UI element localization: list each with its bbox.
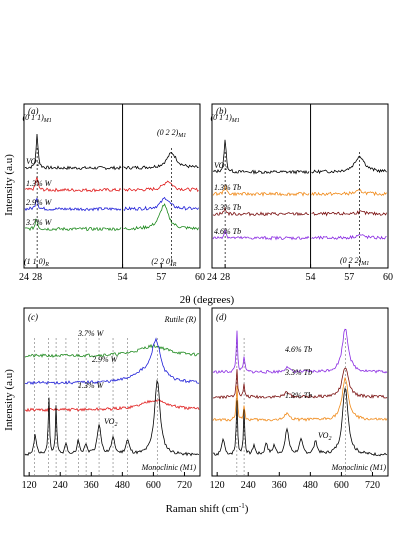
xrd-series-line [212, 139, 387, 175]
series-label: 1.3% W [78, 381, 105, 390]
x-tick-label: 120 [22, 480, 37, 491]
xrd-series-line [24, 176, 199, 193]
x-tick-label: 240 [241, 480, 256, 491]
x-tick-label: 360 [84, 480, 99, 491]
xrd-series-line [212, 207, 387, 217]
plot-frame [211, 307, 389, 477]
xrd-series-line [212, 184, 387, 197]
peak-label: (0 2 2)M1 [157, 128, 186, 139]
panel-a-xrd-w: 24 28 57 60 54 (a) VO2 1.3% W 2.9% W 3.7% W (0 1 1… [19, 103, 205, 283]
panel-label: (a) [28, 106, 39, 116]
panel-d-raman-tb: 120 240 360 480 600 720 (d) 4.6% Tb 3.3% Tb 1.3% … [210, 307, 389, 491]
x-tick-label: 720 [365, 480, 380, 491]
series-label: 1.3% Tb [285, 391, 312, 400]
plot-frame [211, 103, 389, 269]
x-tick-label: 60 [383, 272, 393, 283]
raman-series-line [24, 337, 200, 386]
series-label: 3.7% W [77, 329, 105, 338]
x-tick-label: 57 [344, 272, 354, 283]
panel-label: (b) [216, 106, 227, 116]
x-tick-label: 57 [156, 272, 166, 283]
annotation-label: Monoclinic (M1) [331, 463, 387, 472]
xrd-y-axis-label: Intensity (a.u) [3, 154, 15, 216]
xrd-series-line [24, 203, 199, 232]
x-tick-label: 54 [306, 272, 316, 283]
x-tick-label: 600 [334, 480, 349, 491]
x-tick-label: 24 [19, 272, 29, 283]
plot-frame [23, 307, 201, 477]
raman-y-axis-label: Intensity (a.u) [3, 369, 15, 431]
peak-label: (0 1 1)M1 [22, 113, 51, 124]
xrd-series-line [24, 196, 199, 212]
series-label: VO2 [26, 157, 39, 168]
panel-c-raman-w: 120 240 360 480 600 720 (c) 3.7% W 2.9% W 1.3% W V… [22, 307, 201, 491]
x-tick-label: 28 [220, 272, 230, 283]
peak-label: (0 2 2)M1 [340, 256, 369, 267]
series-label: VO2 [318, 431, 331, 442]
raman-series-line [212, 328, 388, 374]
x-tick-label: 24 [207, 272, 217, 283]
peak-label: (1 1 0)R [24, 257, 49, 268]
xrd-series-line [212, 227, 387, 241]
raman-series-line [212, 377, 388, 422]
x-tick-label: 120 [210, 480, 225, 491]
annotation-label: Rutile (R) [164, 315, 197, 324]
series-label: 2.9% W [92, 355, 119, 364]
series-label: 4.6% Tb [285, 345, 312, 354]
series-label: VO2 [104, 417, 117, 428]
peak-label: (0 1 1)M1 [210, 113, 239, 124]
series-label: 4.6% Tb [214, 227, 241, 236]
x-tick-label: 360 [272, 480, 287, 491]
panel-label: (c) [28, 312, 38, 322]
raman-series-line [24, 379, 200, 457]
raman-series-line [24, 398, 200, 413]
x-tick-label: 54 [118, 272, 128, 283]
series-label: 3.3% Tb [213, 203, 241, 212]
raman-series-line [24, 343, 200, 358]
panel-label: (d) [216, 312, 227, 322]
panel-b-xrd-tb: 24 28 57 60 54 (b) VO2 1.3% Tb 3.3% Tb 4.6% Tb (0 … [207, 103, 393, 283]
x-tick-label: 60 [195, 272, 205, 283]
xrd-x-axis-label: 2θ (degrees) [180, 294, 235, 306]
x-tick-label: 28 [32, 272, 42, 283]
series-label: VO2 [214, 161, 227, 172]
x-tick-label: 240 [53, 480, 68, 491]
series-label: 1.3% Tb [214, 183, 241, 192]
series-label: 1.3% W [26, 179, 53, 188]
series-label: 3.7% W [25, 218, 53, 227]
x-tick-label: 600 [146, 480, 161, 491]
raman-series-line [212, 367, 388, 400]
x-tick-label: 480 [115, 480, 130, 491]
x-tick-label: 720 [177, 480, 192, 491]
raman-series-line [212, 387, 388, 457]
xrd-series-line [24, 133, 199, 171]
raman-x-axis-label: Raman shift (cm-1) [166, 502, 249, 515]
annotation-label: Monoclinic (M1) [141, 463, 197, 472]
series-label: 3.3% Tb [284, 368, 312, 377]
x-tick-label: 480 [303, 480, 318, 491]
series-label: 2.9% W [26, 198, 53, 207]
plot-frame [23, 103, 201, 269]
peak-label: (2 2 0)R [151, 257, 176, 268]
